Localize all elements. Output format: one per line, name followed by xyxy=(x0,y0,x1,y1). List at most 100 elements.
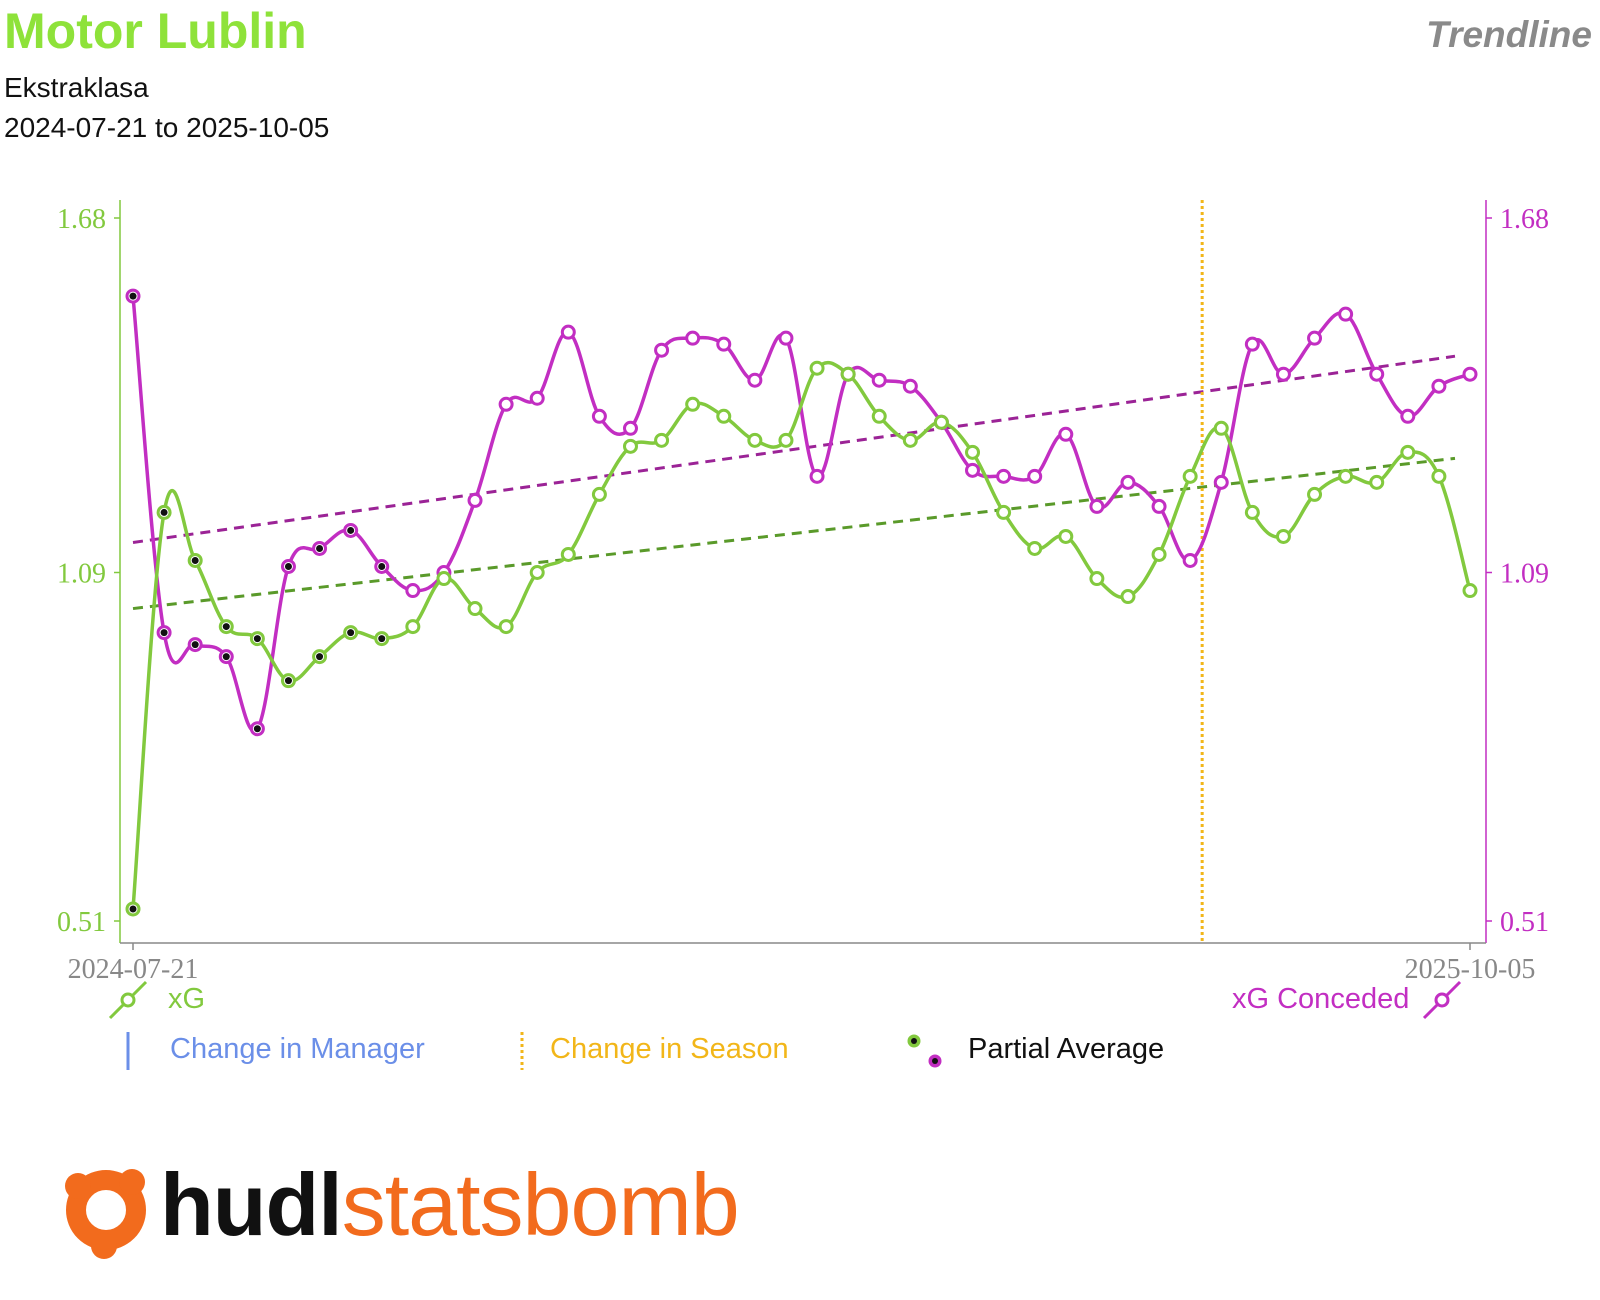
partial-average-dot xyxy=(129,905,137,913)
legend-xg-label: xG xyxy=(168,983,206,1015)
xg-point xyxy=(1307,486,1323,502)
xg-conceded-point xyxy=(1058,426,1074,442)
xg-point xyxy=(840,366,856,382)
partial-average-dot xyxy=(347,526,355,534)
partial-average-dot xyxy=(284,562,292,570)
left-y-tick-label: 1.09 xyxy=(57,559,106,590)
xg-conceded-point xyxy=(1182,552,1198,568)
xg-conceded-point xyxy=(778,330,794,346)
legend-partial-label: Partial Average xyxy=(968,1033,1165,1065)
x-tick-label: 2024-07-21 xyxy=(68,954,199,985)
xg-conceded-point xyxy=(685,330,701,346)
xg-conceded-point xyxy=(560,324,576,340)
xg-point xyxy=(436,571,452,587)
xg-conceded-point xyxy=(1431,378,1447,394)
xg-conceded-trendline xyxy=(132,354,1456,544)
hudl-statsbomb-logo: hudlstatsbomb xyxy=(60,1155,740,1265)
xg-point xyxy=(1369,474,1385,490)
xg-conceded-point xyxy=(591,408,607,424)
legend-xg-conceded-marker xyxy=(1434,992,1450,1008)
xg-conceded-point xyxy=(529,390,545,406)
partial-average-dot xyxy=(316,653,324,661)
partial-average-dot xyxy=(253,725,261,733)
partial-average-dot xyxy=(378,635,386,643)
xg-point xyxy=(1400,444,1416,460)
xg-conceded-point xyxy=(1151,498,1167,514)
xg-point xyxy=(716,408,732,424)
legend-season-label: Change in Season xyxy=(550,1033,789,1065)
right-y-tick-label: 1.68 xyxy=(1500,204,1549,235)
xg-point xyxy=(747,432,763,448)
xg-conceded-point xyxy=(1244,336,1260,352)
xg-point xyxy=(529,565,545,581)
xg-point xyxy=(1338,468,1354,484)
partial-average-dot xyxy=(160,629,168,637)
xg-point xyxy=(1058,528,1074,544)
xg-point xyxy=(965,444,981,460)
xg-point xyxy=(498,619,514,635)
xg-conceded-point xyxy=(405,583,421,599)
xg-point xyxy=(1275,528,1291,544)
xg-conceded-point xyxy=(809,468,825,484)
logo-hudl-text: hudl xyxy=(160,1155,343,1254)
xg-point xyxy=(1151,546,1167,562)
xg-point xyxy=(591,486,607,502)
chart-kind-label: Trendline xyxy=(1426,14,1592,55)
xg-conceded-point xyxy=(716,336,732,352)
legend-xg-conceded-label: xG Conceded xyxy=(1232,983,1410,1015)
xg-conceded-line xyxy=(131,295,1471,733)
legend-xg-marker xyxy=(120,992,136,1008)
legend-partial-xgc-dot xyxy=(932,1058,938,1064)
xg-point xyxy=(1120,589,1136,605)
xg-conceded-point xyxy=(965,462,981,478)
xg-trendline xyxy=(132,456,1456,611)
hudl-statsbomb-logo-icon xyxy=(65,1169,146,1259)
xg-point xyxy=(654,432,670,448)
xg-conceded-point xyxy=(902,378,918,394)
date-range-label: 2024-07-21 to 2025-10-05 xyxy=(4,112,330,143)
xg-conceded-point xyxy=(871,372,887,388)
xg-conceded-point xyxy=(1307,330,1323,346)
xg-conceded-point xyxy=(1120,474,1136,490)
partial-average-dot xyxy=(160,508,168,516)
xg-point xyxy=(685,396,701,412)
partial-average-dot xyxy=(129,292,137,300)
xg-point xyxy=(1089,571,1105,587)
xg-point xyxy=(902,432,918,448)
xg-point xyxy=(622,438,638,454)
xg-point xyxy=(1431,468,1447,484)
xg-point xyxy=(405,619,421,635)
x-tick-label: 2025-10-05 xyxy=(1405,954,1536,985)
xg-conceded-point xyxy=(996,468,1012,484)
competition-label: Ekstraklasa xyxy=(4,72,149,103)
xg-conceded-point xyxy=(498,396,514,412)
partial-average-dot xyxy=(222,623,230,631)
logo-statsbomb-text: statsbomb xyxy=(341,1155,740,1254)
xg-conceded-point xyxy=(1462,366,1478,382)
right-y-tick-label: 0.51 xyxy=(1500,907,1549,938)
xg-conceded-point xyxy=(1275,366,1291,382)
xg-conceded-point xyxy=(467,492,483,508)
xg-point xyxy=(1462,583,1478,599)
xg-point xyxy=(1182,468,1198,484)
partial-average-dot xyxy=(347,629,355,637)
xg-point xyxy=(1244,504,1260,520)
xg-conceded-point xyxy=(654,342,670,358)
legend-partial-xg-dot xyxy=(911,1038,917,1044)
partial-average-dot xyxy=(378,562,386,570)
xg-conceded-point xyxy=(1027,468,1043,484)
partial-average-dot xyxy=(253,635,261,643)
xg-point xyxy=(467,601,483,617)
partial-average-dot xyxy=(284,677,292,685)
xg-conceded-point xyxy=(1400,408,1416,424)
xg-point xyxy=(1027,540,1043,556)
xg-point xyxy=(560,546,576,562)
xg-conceded-point xyxy=(1213,474,1229,490)
left-y-tick-label: 1.68 xyxy=(57,204,106,235)
xg-conceded-point xyxy=(1338,306,1354,322)
partial-average-dot xyxy=(222,653,230,661)
partial-average-dot xyxy=(316,544,324,552)
xg-conceded-point xyxy=(622,420,638,436)
team-name: Motor Lublin xyxy=(4,3,307,59)
